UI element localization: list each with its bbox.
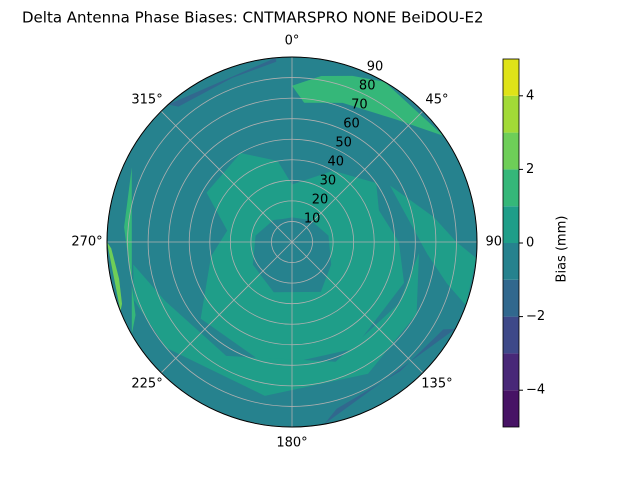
contour-region bbox=[292, 75, 444, 136]
r-tick-label: 80 bbox=[359, 79, 376, 94]
polar-frame bbox=[106, 56, 478, 428]
colorbar-band bbox=[503, 243, 519, 280]
theta-tick-label: 0° bbox=[285, 34, 300, 49]
theta-tick-label: 135° bbox=[421, 377, 452, 392]
colorbar-tick-label: 2 bbox=[526, 162, 534, 177]
r-tick-label: 90 bbox=[367, 60, 384, 75]
chart-title: Delta Antenna Phase Biases: CNTMARSPRO N… bbox=[22, 9, 484, 27]
contour-region bbox=[324, 328, 456, 425]
colorbar-band bbox=[503, 206, 519, 243]
colorbar-band bbox=[503, 390, 519, 427]
colorbar-tick-label: −2 bbox=[526, 309, 545, 324]
colorbar-band bbox=[503, 132, 519, 170]
grid-spoke bbox=[291, 110, 424, 243]
contour-region bbox=[168, 57, 277, 107]
theta-tick-label: 225° bbox=[131, 377, 162, 392]
r-tick-label: 20 bbox=[312, 193, 329, 208]
r-tick-label: 70 bbox=[351, 98, 368, 113]
grid-spoke bbox=[291, 241, 424, 374]
colorbar-label: Bias (mm) bbox=[555, 216, 570, 283]
grid-spoke bbox=[160, 241, 293, 374]
colorbar-band bbox=[503, 279, 519, 317]
contour-region bbox=[107, 242, 123, 312]
colorbar-band bbox=[503, 95, 519, 133]
r-tick-label: 50 bbox=[335, 136, 352, 151]
colorbar-band bbox=[503, 353, 519, 391]
colorbar-band bbox=[503, 316, 519, 354]
colorbar-band bbox=[503, 169, 519, 207]
theta-tick-label: 180° bbox=[276, 436, 307, 451]
theta-tick-label: 315° bbox=[131, 92, 162, 107]
contour-region bbox=[389, 185, 477, 306]
r-tick-label: 60 bbox=[343, 117, 360, 132]
colorbar-tick-label: 0 bbox=[526, 236, 534, 251]
colorbar-tick-label: −4 bbox=[526, 383, 545, 398]
contour-region bbox=[133, 253, 419, 396]
grid-spoke bbox=[160, 110, 293, 243]
r-tick-label: 10 bbox=[304, 212, 321, 227]
theta-tick-label: 45° bbox=[425, 92, 448, 107]
r-tick-label: 30 bbox=[320, 174, 337, 189]
colorbar-band bbox=[503, 59, 519, 96]
theta-tick-label: 270° bbox=[71, 235, 102, 250]
colorbar-tick-label: 4 bbox=[526, 88, 534, 103]
r-tick-label: 40 bbox=[327, 155, 344, 170]
